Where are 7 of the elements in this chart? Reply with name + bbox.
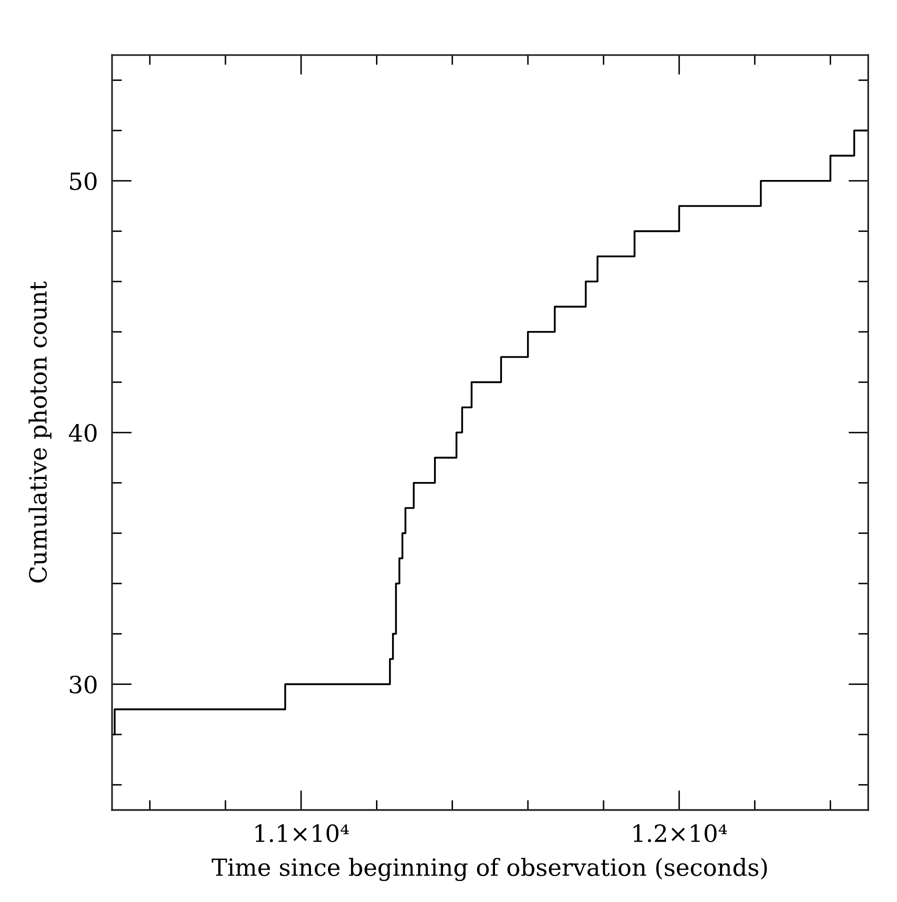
y-axis-title: Cumulative photon count [28, 281, 52, 583]
y-tick-label: 40 [68, 424, 97, 442]
x-tick-label: 1.2×10⁴ [634, 824, 727, 842]
y-tick-label: 50 [70, 172, 97, 190]
x-tick-label: 1.1×10⁴ [256, 824, 349, 842]
y-tick-label: 30 [70, 676, 97, 694]
x-axis-title: Time since beginning of observation (seconds) [212, 858, 767, 882]
